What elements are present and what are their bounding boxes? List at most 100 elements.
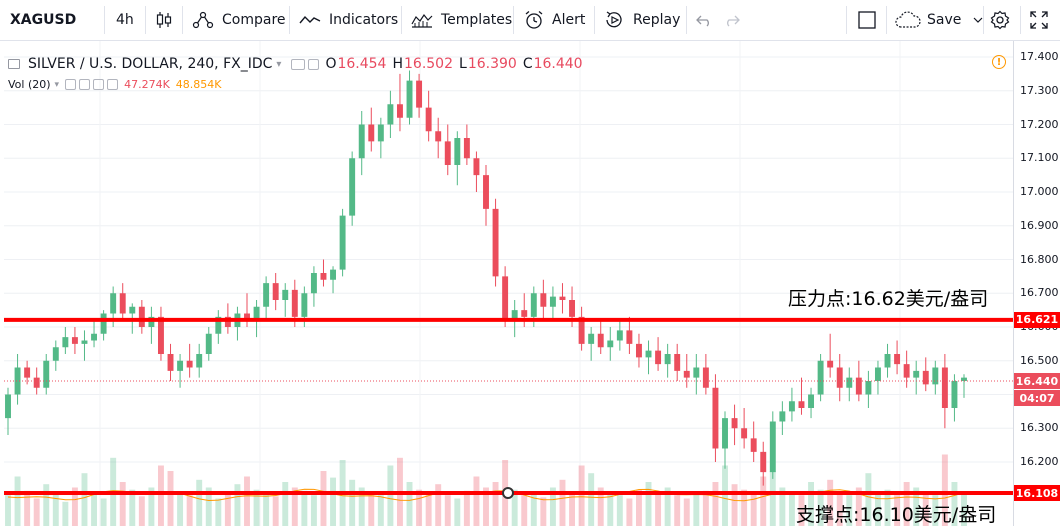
candle-body[interactable] bbox=[760, 451, 767, 473]
candle-body[interactable] bbox=[320, 273, 327, 280]
add-icon[interactable] bbox=[93, 79, 105, 90]
candle-body[interactable] bbox=[473, 158, 480, 176]
candle-body[interactable] bbox=[569, 300, 576, 317]
settings-small-icon[interactable] bbox=[79, 79, 91, 90]
candle-body[interactable] bbox=[91, 333, 98, 341]
price-axis[interactable]: 17.400 17.300 17.200 17.100 17.000 16.900 16.8… bbox=[1013, 41, 1060, 526]
chevron-down-icon[interactable]: ▾ bbox=[54, 79, 60, 90]
candle-body[interactable] bbox=[722, 418, 728, 449]
candle-body[interactable] bbox=[406, 80, 413, 118]
candle-body[interactable] bbox=[693, 367, 700, 378]
candle-body[interactable] bbox=[874, 367, 881, 382]
candle-body[interactable] bbox=[43, 360, 50, 388]
line-drag-handle[interactable] bbox=[502, 487, 514, 499]
chart-type-button[interactable] bbox=[156, 0, 172, 40]
candle-body[interactable] bbox=[5, 394, 11, 419]
eye-icon[interactable] bbox=[65, 79, 77, 90]
candle-body[interactable] bbox=[291, 289, 298, 317]
candle-body[interactable] bbox=[597, 333, 604, 348]
candle-body[interactable] bbox=[578, 316, 585, 344]
candle-body[interactable] bbox=[33, 377, 40, 388]
candle-body[interactable] bbox=[616, 330, 623, 341]
candle-body[interactable] bbox=[435, 131, 442, 142]
save-button[interactable]: Save bbox=[895, 0, 983, 40]
candle-body[interactable] bbox=[349, 158, 356, 216]
candle-body[interactable] bbox=[836, 367, 843, 388]
candle-body[interactable] bbox=[702, 367, 709, 388]
candle-body[interactable] bbox=[855, 377, 862, 395]
candle-body[interactable] bbox=[301, 293, 308, 317]
candle-body[interactable] bbox=[52, 347, 59, 361]
templates-button[interactable]: Templates bbox=[411, 0, 512, 40]
candle-body[interactable] bbox=[674, 354, 681, 371]
candle-body[interactable] bbox=[731, 418, 738, 429]
candle-body[interactable] bbox=[358, 124, 365, 159]
candle-body[interactable] bbox=[24, 367, 31, 378]
candle-body[interactable] bbox=[396, 104, 403, 118]
candle-body[interactable] bbox=[903, 364, 910, 378]
candle-body[interactable] bbox=[540, 293, 547, 307]
candle-body[interactable] bbox=[205, 333, 212, 354]
settings-button[interactable] bbox=[990, 0, 1010, 40]
candle-body[interactable] bbox=[846, 377, 853, 388]
candle-body[interactable] bbox=[81, 340, 88, 344]
candle-body[interactable] bbox=[750, 438, 757, 452]
candle-body[interactable] bbox=[100, 313, 107, 334]
candle-body[interactable] bbox=[635, 343, 642, 358]
candle-body[interactable] bbox=[913, 370, 920, 378]
candle-body[interactable] bbox=[330, 269, 337, 280]
candle-body[interactable] bbox=[310, 273, 317, 294]
candle-body[interactable] bbox=[483, 175, 489, 209]
candle-body[interactable] bbox=[741, 428, 748, 439]
candle-body[interactable] bbox=[817, 360, 824, 395]
candle-body[interactable] bbox=[588, 333, 595, 344]
candle-body[interactable] bbox=[884, 354, 891, 368]
candle-body[interactable] bbox=[664, 354, 671, 365]
candle-body[interactable] bbox=[444, 141, 451, 165]
candle-body[interactable] bbox=[922, 370, 929, 385]
candle-body[interactable] bbox=[138, 306, 145, 327]
candle-body[interactable] bbox=[282, 289, 289, 300]
settings-small-icon[interactable] bbox=[308, 58, 320, 70]
candle-body[interactable] bbox=[894, 354, 901, 365]
candle-body[interactable] bbox=[129, 306, 136, 314]
candle-body[interactable] bbox=[941, 367, 948, 409]
candle-body[interactable] bbox=[196, 354, 203, 368]
collapse-chevron-icon[interactable] bbox=[8, 59, 20, 69]
candle-body[interactable] bbox=[272, 283, 279, 300]
candle-body[interactable] bbox=[167, 354, 174, 371]
candle-body[interactable] bbox=[71, 337, 78, 344]
candle-body[interactable] bbox=[14, 367, 21, 395]
alert-button[interactable]: Alert bbox=[524, 0, 585, 40]
candle-body[interactable] bbox=[827, 360, 834, 368]
candle-body[interactable] bbox=[626, 330, 633, 344]
replay-button[interactable]: Replay bbox=[604, 0, 680, 40]
fullscreen-box-button[interactable] bbox=[858, 0, 876, 40]
candle-body[interactable] bbox=[177, 360, 184, 371]
candle-body[interactable] bbox=[865, 381, 872, 395]
candle-body[interactable] bbox=[798, 401, 805, 408]
candle-body[interactable] bbox=[521, 310, 528, 317]
candle-body[interactable] bbox=[339, 215, 346, 270]
candle-body[interactable] bbox=[683, 370, 690, 378]
candle-body[interactable] bbox=[559, 296, 566, 300]
candle-body[interactable] bbox=[215, 316, 222, 334]
candle-body[interactable] bbox=[148, 316, 155, 327]
candle-body[interactable] bbox=[377, 124, 384, 142]
candle-body[interactable] bbox=[463, 138, 470, 159]
fullscreen-button[interactable] bbox=[1030, 0, 1048, 40]
candle-body[interactable] bbox=[779, 411, 786, 422]
indicators-button[interactable]: Indicators bbox=[299, 0, 398, 40]
price-chart[interactable] bbox=[0, 41, 1060, 526]
candle-body[interactable] bbox=[387, 104, 394, 125]
warning-icon[interactable]: ! bbox=[992, 55, 1006, 69]
candle-body[interactable] bbox=[932, 367, 939, 385]
candle-body[interactable] bbox=[645, 350, 652, 358]
close-icon[interactable] bbox=[107, 79, 119, 90]
redo-button[interactable] bbox=[724, 0, 740, 40]
candle-body[interactable] bbox=[502, 276, 509, 321]
compare-button[interactable]: Compare bbox=[192, 0, 286, 40]
candle-body[interactable] bbox=[951, 381, 958, 408]
candle-body[interactable] bbox=[454, 138, 461, 165]
candle-body[interactable] bbox=[769, 421, 776, 473]
